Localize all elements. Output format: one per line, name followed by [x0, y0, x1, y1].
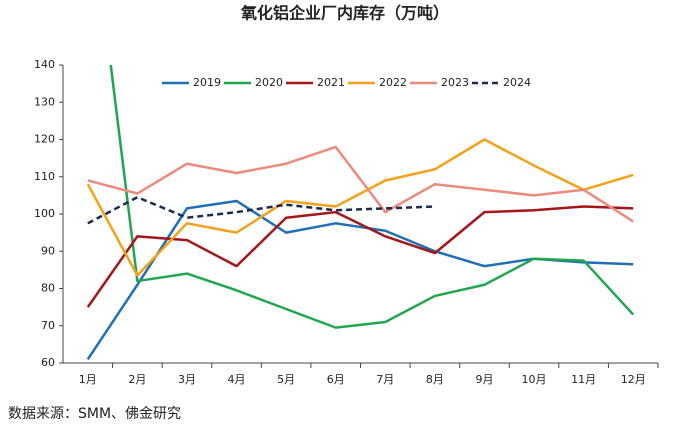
y-tick-label: 70	[41, 319, 55, 332]
series-line	[86, 205, 634, 308]
x-tick-label: 2月	[128, 373, 146, 386]
chart-title: 氧化铝企业厂内库存（万吨）	[240, 4, 449, 23]
x-tick-label: 6月	[327, 373, 345, 386]
x-tick-label: 9月	[475, 373, 493, 386]
y-tick-label: 60	[41, 356, 55, 369]
legend-label: 2022	[379, 76, 407, 89]
legend-label: 2019	[193, 76, 221, 89]
y-tick-label: 90	[41, 244, 55, 257]
series-line	[87, 145, 634, 223]
series-line	[109, 65, 635, 329]
x-tick-label: 8月	[426, 373, 444, 386]
x-tick-label: 7月	[376, 373, 394, 386]
x-tick-label: 4月	[228, 373, 246, 386]
x-tick-label: 12月	[621, 373, 646, 386]
y-tick-label: 130	[34, 95, 55, 108]
y-tick-label: 80	[41, 282, 55, 295]
y-tick-label: 110	[34, 170, 55, 183]
legend-label: 2021	[317, 76, 345, 89]
series-line	[87, 195, 435, 225]
legend-label: 2020	[255, 76, 283, 89]
x-tick-label: 10月	[522, 373, 547, 386]
x-tick-label: 11月	[571, 373, 596, 386]
y-tick-label: 120	[34, 133, 55, 146]
x-tick-label: 1月	[79, 373, 97, 386]
legend-label: 2024	[503, 76, 531, 89]
y-tick-label: 100	[34, 207, 55, 220]
x-tick-label: 5月	[277, 373, 295, 386]
series-line	[86, 138, 634, 277]
y-tick-label: 140	[34, 58, 55, 71]
source-note: 数据来源：SMM、佛金研究	[8, 406, 181, 422]
x-tick-label: 3月	[178, 373, 196, 386]
legend-label: 2023	[441, 76, 469, 89]
